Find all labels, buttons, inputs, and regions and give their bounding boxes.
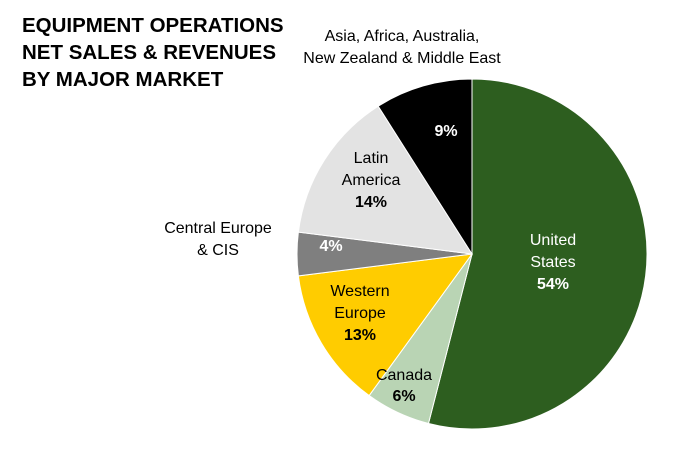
slice-label-central-europe-cis: Central Europe & CIS (164, 220, 272, 259)
chart-title-line-3: BY MAJOR MARKET (22, 68, 224, 91)
pie-slice-asia-africa-australia-nz-middle-east (377, 78, 473, 256)
chart-title-line-2: NET SALES & REVENUES (22, 41, 277, 64)
pie-slice-united-states (427, 78, 648, 430)
slice-label-latin-america: Latin America (342, 150, 401, 189)
slice-value-latin-america: 14% (355, 194, 387, 211)
slice-label-united-states: United States (530, 232, 576, 271)
pie-slice-western-europe (297, 253, 474, 397)
pie-slice-latin-america (297, 105, 473, 255)
slice-value-asia-africa-australia-nz-middle-east: 9% (434, 123, 457, 140)
slice-value-central-europe-cis: 4% (319, 238, 342, 255)
chart-title-line-1: EQUIPMENT OPERATIONS (22, 14, 284, 37)
slice-value-western-europe: 13% (344, 327, 376, 344)
slice-label-western-europe: Western Europe (330, 283, 389, 322)
slice-label-asia-africa-australia-nz-middle-east: Asia, Africa, Australia, New Zealand & Mi… (303, 28, 501, 67)
slice-label-canada: Canada (376, 367, 432, 384)
slice-value-united-states: 54% (537, 276, 569, 293)
chart-title: EQUIPMENT OPERATIONS NET SALES & REVENUE… (22, 12, 284, 93)
slice-value-canada: 6% (392, 388, 415, 405)
